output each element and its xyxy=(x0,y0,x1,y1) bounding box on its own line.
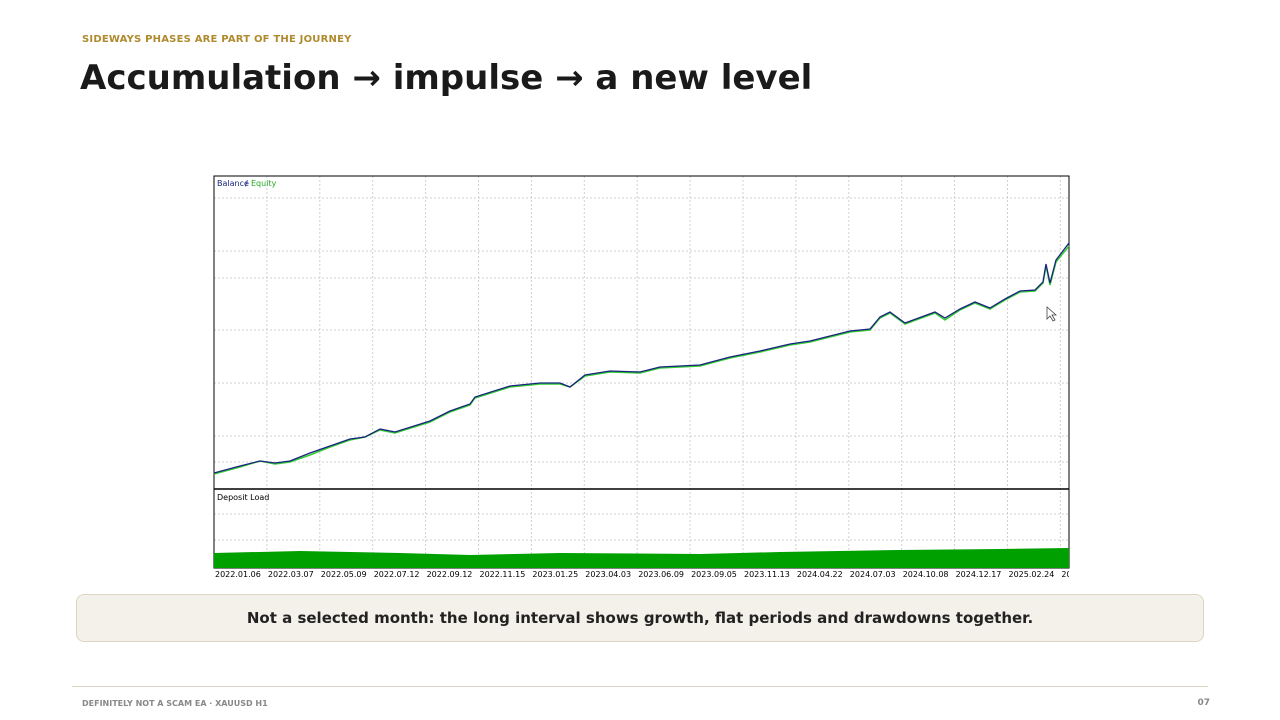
date-label: 2022.09.12 xyxy=(427,570,473,579)
page-number: 07 xyxy=(1197,698,1210,708)
date-label: 2023.04.03 xyxy=(585,570,631,579)
date-label: 2024.04.22 xyxy=(797,570,843,579)
title: Accumulation → impulse → a new level xyxy=(80,58,813,98)
legend-equity: Equity xyxy=(251,179,277,188)
date-label: 2023.11.13 xyxy=(744,570,790,579)
date-label: 2023.06.09 xyxy=(638,570,684,579)
date-label: 2023.01.25 xyxy=(532,570,578,579)
date-label: 2022.11.15 xyxy=(480,570,526,579)
kicker: SIDEWAYS PHASES ARE PART OF THE JOURNEY xyxy=(82,34,352,45)
legend-separator: / xyxy=(245,179,248,188)
grid xyxy=(214,176,1069,568)
date-label: 2024.10.08 xyxy=(903,570,949,579)
cursor xyxy=(1046,306,1058,322)
date-label: 2024.12.17 xyxy=(956,570,1002,579)
pane-label: Deposit Load xyxy=(217,493,269,502)
date-label: 2025.02.24 xyxy=(1009,570,1055,579)
date-label: 2023.09.05 xyxy=(691,570,737,579)
date-label: 2022.03.07 xyxy=(268,570,314,579)
deposit-load-area xyxy=(214,548,1069,568)
legend-balance: Balance xyxy=(217,179,249,188)
date-label: 2022.05.09 xyxy=(321,570,367,579)
caption: Not a selected month: the long interval … xyxy=(76,594,1204,642)
footer-rule xyxy=(72,686,1208,687)
date-label: 20 xyxy=(1061,570,1071,579)
date-label: 2024.07.03 xyxy=(850,570,896,579)
footer-left: DEFINITELY NOT A SCAM EA · XAUUSD H1 xyxy=(82,699,268,708)
date-label: 2022.07.12 xyxy=(374,570,420,579)
date-label: 2022.01.06 xyxy=(215,570,261,579)
chart-image: Balance / Equity Deposit Load 2022.01.06… xyxy=(213,175,1071,579)
